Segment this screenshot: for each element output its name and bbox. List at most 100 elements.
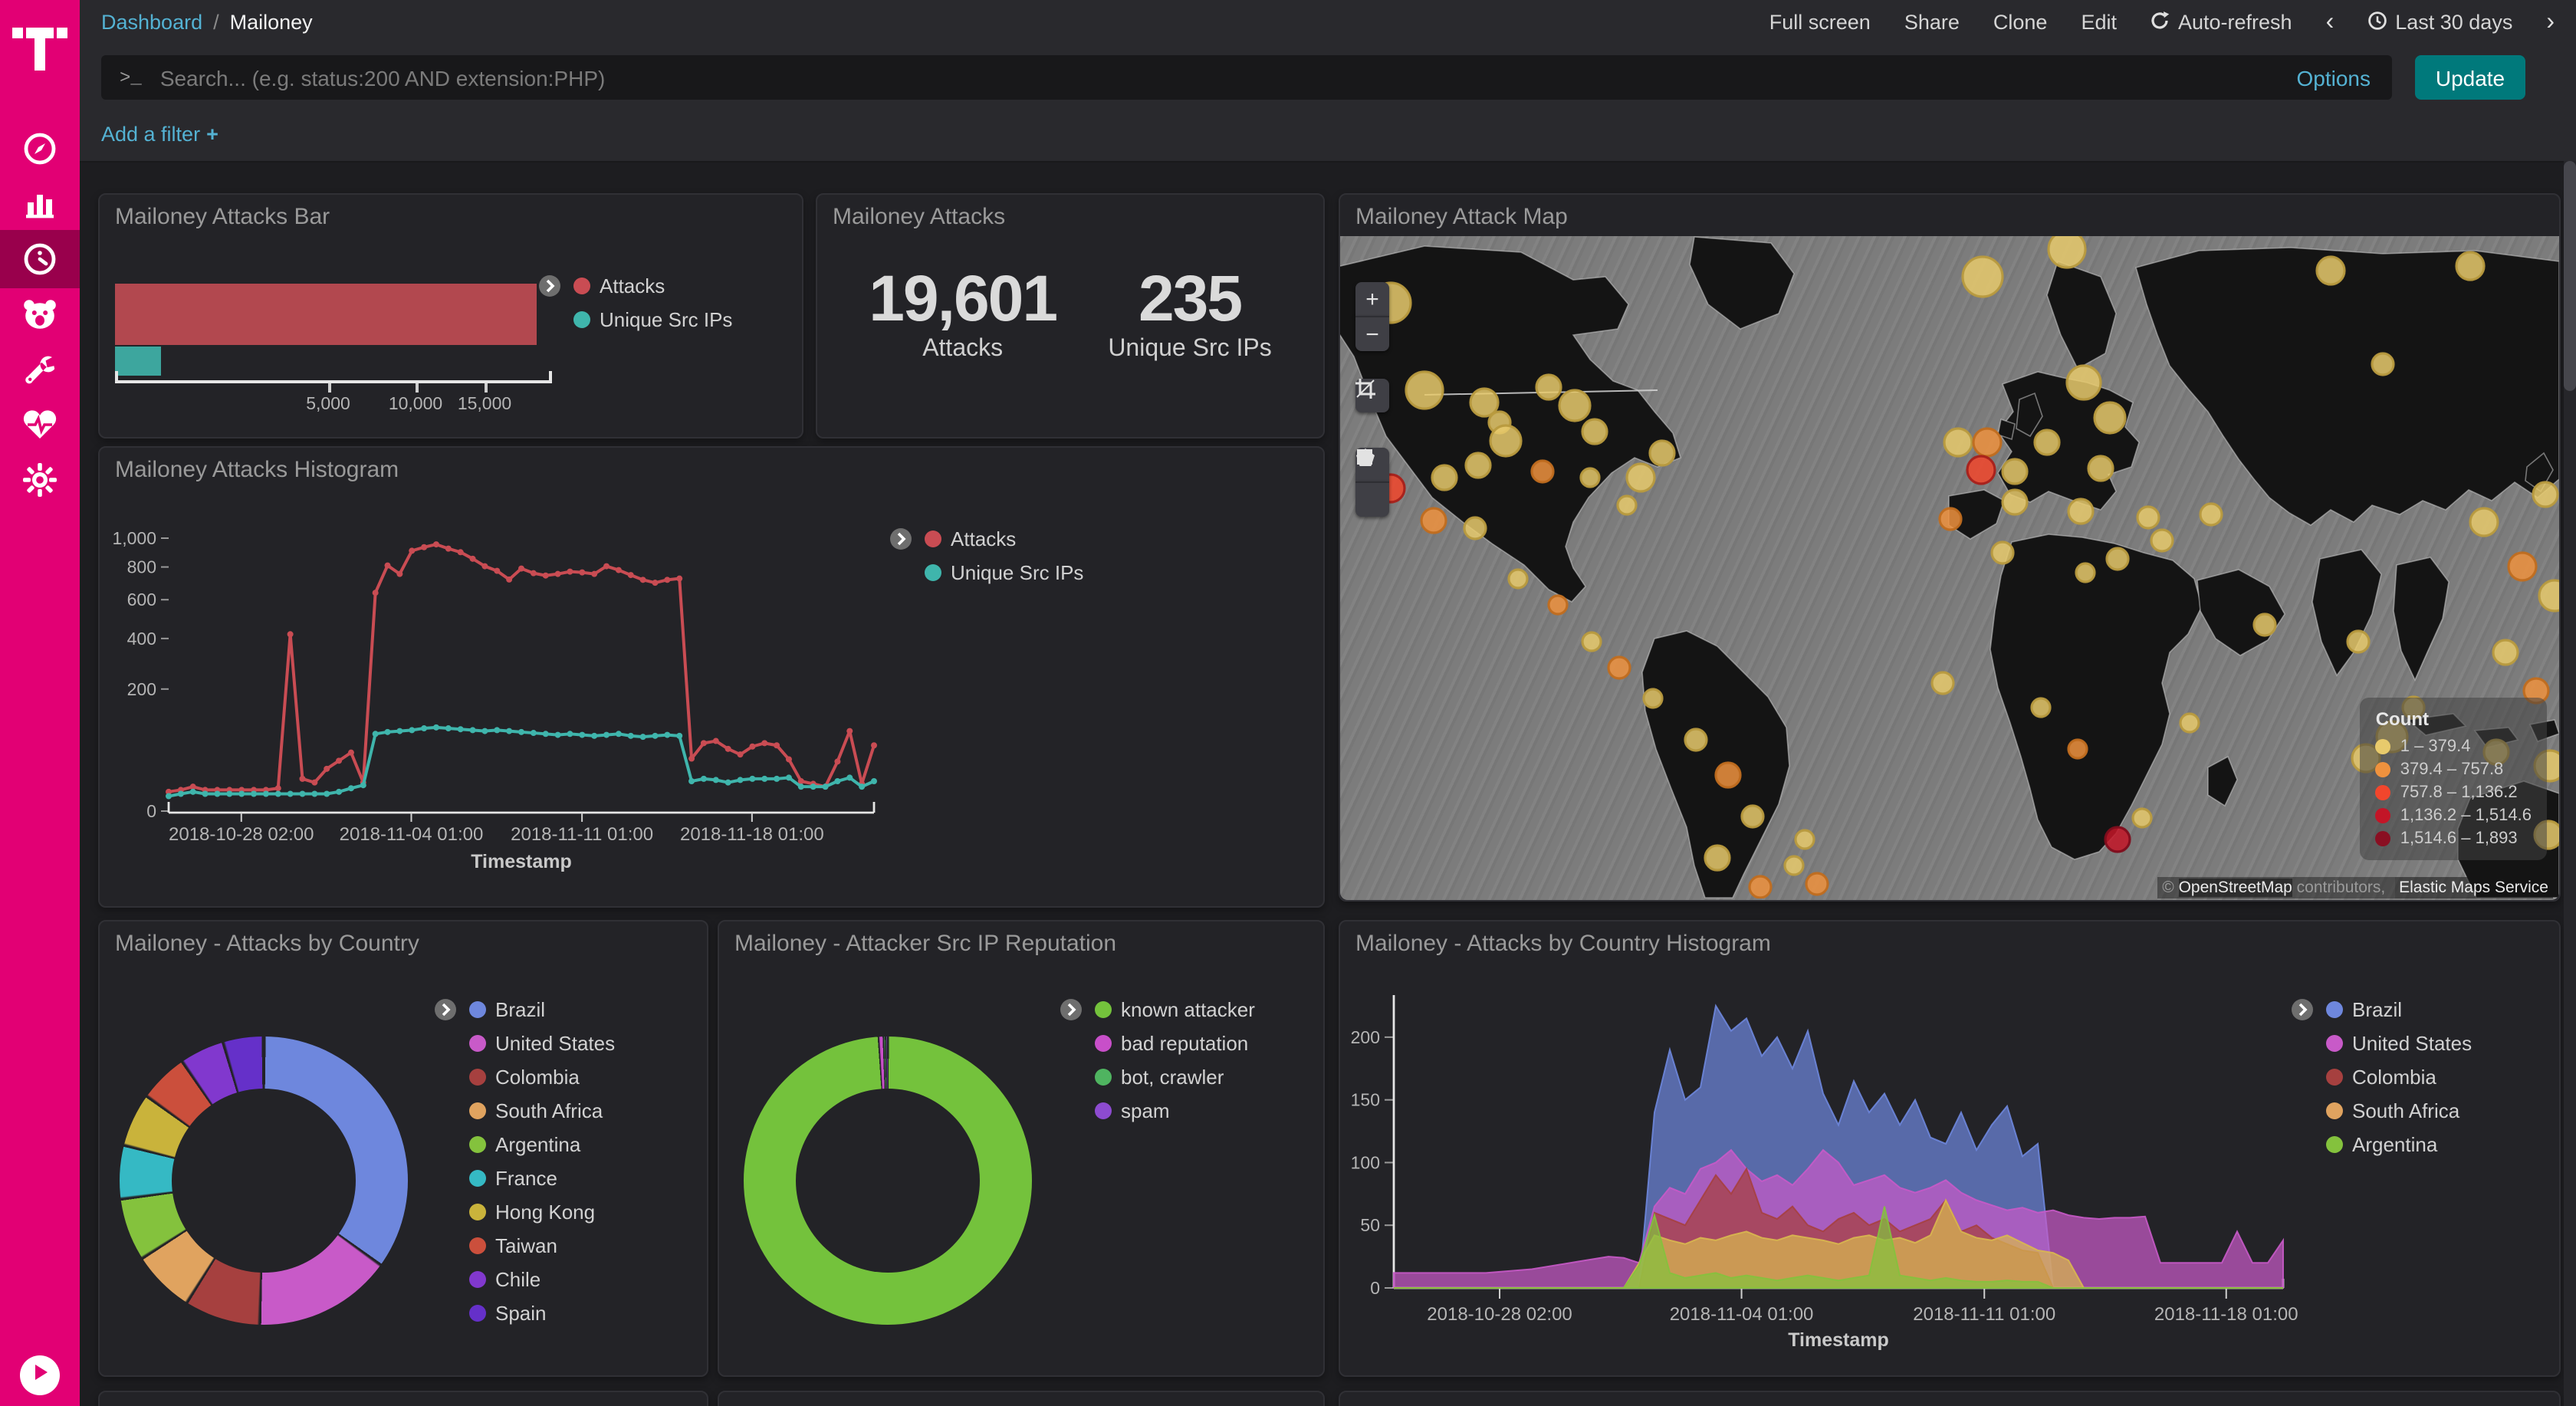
attack-point[interactable] xyxy=(2087,455,2114,482)
attack-point[interactable] xyxy=(1966,455,1996,485)
attack-point[interactable] xyxy=(1943,427,1973,458)
legend-item[interactable]: Unique Src IPs xyxy=(573,308,732,331)
legend-item[interactable]: Hong Kong xyxy=(469,1201,615,1224)
attack-point[interactable] xyxy=(1579,467,1601,488)
update-button[interactable]: Update xyxy=(2415,55,2525,100)
query-options-link[interactable]: Options xyxy=(2296,65,2371,90)
legend-item[interactable]: Argentina xyxy=(469,1133,615,1156)
attack-point[interactable] xyxy=(1805,872,1829,896)
attack-point[interactable] xyxy=(1607,655,1631,680)
clone-button[interactable]: Clone xyxy=(1993,11,2048,34)
crop-tool-button[interactable] xyxy=(1355,379,1389,412)
telekom-logo[interactable] xyxy=(12,15,67,74)
attack-point[interactable] xyxy=(2507,551,2538,582)
attack-point[interactable] xyxy=(1463,516,1487,540)
legend-item[interactable]: United States xyxy=(2326,1032,2472,1055)
attack-point[interactable] xyxy=(2065,364,2102,401)
attack-point[interactable] xyxy=(2371,352,2395,376)
reputation-donut-chart[interactable] xyxy=(744,1036,1032,1325)
attack-point[interactable] xyxy=(1938,507,1963,531)
legend-item[interactable]: Chile xyxy=(469,1268,615,1291)
attack-point[interactable] xyxy=(1489,424,1523,458)
fullscreen-button[interactable]: Full screen xyxy=(1769,11,1871,34)
attack-point[interactable] xyxy=(2492,639,2519,666)
attack-point[interactable] xyxy=(1642,688,1664,709)
legend-item[interactable]: Attacks xyxy=(573,274,732,297)
legend-item[interactable]: Brazil xyxy=(2326,998,2472,1021)
sidebar-item-visualize[interactable] xyxy=(0,175,80,233)
legend-toggle-icon[interactable] xyxy=(1060,998,1083,1122)
attack-point[interactable] xyxy=(2105,547,2130,571)
attack-point[interactable] xyxy=(2346,629,2371,654)
country-donut-chart[interactable] xyxy=(120,1036,408,1325)
attack-point[interactable] xyxy=(2001,488,2029,516)
attack-point[interactable] xyxy=(1684,728,1708,752)
legend-item[interactable]: Taiwan xyxy=(469,1234,615,1257)
attack-point[interactable] xyxy=(1990,540,2015,565)
elastic-maps-service-link[interactable]: Elastic Maps Service xyxy=(2394,877,2553,898)
attack-point[interactable] xyxy=(1748,875,1773,898)
world-map[interactable]: + − Count 1 – 379.4 379.4 – 757.8 757.8 – … xyxy=(1340,236,2559,900)
attack-point[interactable] xyxy=(2469,507,2499,537)
legend-item[interactable]: Colombia xyxy=(2326,1066,2472,1089)
auto-refresh-button[interactable]: Auto-refresh xyxy=(2150,10,2292,34)
attack-point[interactable] xyxy=(1581,631,1602,652)
legend-item[interactable]: Argentina xyxy=(2326,1133,2472,1156)
legend-item[interactable]: Brazil xyxy=(469,998,615,1021)
legend-item[interactable]: South Africa xyxy=(2326,1099,2472,1122)
page-scrollbar-thumb[interactable] xyxy=(2564,161,2576,391)
attack-point[interactable] xyxy=(2075,562,2096,583)
sidebar-expand-button[interactable] xyxy=(20,1355,60,1395)
legend-item[interactable]: bot, crawler xyxy=(1095,1066,1255,1089)
time-next-button[interactable]: › xyxy=(2546,8,2555,34)
bar-attacks[interactable] xyxy=(115,284,537,345)
legend-toggle-icon[interactable] xyxy=(538,274,561,331)
legend-item[interactable]: Unique Src IPs xyxy=(925,561,1083,584)
sidebar-item-discover[interactable] xyxy=(0,120,80,178)
attack-point[interactable] xyxy=(1625,462,1656,493)
attack-point[interactable] xyxy=(1714,761,1742,789)
legend-item[interactable]: France xyxy=(469,1167,615,1190)
legend-item[interactable]: bad reputation xyxy=(1095,1032,1255,1055)
attack-point[interactable] xyxy=(2067,498,2095,525)
attack-point[interactable] xyxy=(1469,387,1500,418)
sidebar-item-management[interactable] xyxy=(0,451,80,509)
page-scrollbar[interactable] xyxy=(2564,161,2576,1406)
attack-point[interactable] xyxy=(2315,255,2346,286)
attack-point[interactable] xyxy=(1464,452,1492,479)
attack-point[interactable] xyxy=(1648,439,1676,467)
legend-item[interactable]: Colombia xyxy=(469,1066,615,1089)
zoom-out-button[interactable]: − xyxy=(1355,316,1389,351)
attack-point[interactable] xyxy=(1794,829,1815,850)
attack-point[interactable] xyxy=(1431,464,1458,491)
attack-point[interactable] xyxy=(1530,459,1555,484)
attack-point[interactable] xyxy=(2001,458,2029,485)
attack-point[interactable] xyxy=(1740,804,1765,829)
attack-point[interactable] xyxy=(2538,579,2559,613)
bar-unique-src-ips[interactable] xyxy=(115,347,161,376)
legend-item[interactable]: spam xyxy=(1095,1099,1255,1122)
add-filter-link[interactable]: Add a filter + xyxy=(101,123,219,146)
legend-item[interactable]: Attacks xyxy=(925,527,1083,550)
share-button[interactable]: Share xyxy=(1904,11,1960,34)
attack-point[interactable] xyxy=(1420,507,1447,534)
attack-point[interactable] xyxy=(1704,844,1731,872)
legend-toggle-icon[interactable] xyxy=(434,998,457,1325)
openstreetmap-link[interactable]: OpenStreetMap xyxy=(2178,879,2292,897)
attack-point[interactable] xyxy=(2030,697,2052,718)
sidebar-item-dashboard[interactable] xyxy=(0,230,80,288)
legend-item[interactable]: United States xyxy=(469,1032,615,1055)
search-input[interactable] xyxy=(156,64,2297,91)
edit-button[interactable]: Edit xyxy=(2081,11,2117,34)
attack-point[interactable] xyxy=(2150,528,2174,553)
sidebar-item-tpot[interactable] xyxy=(0,285,80,343)
attack-point[interactable] xyxy=(2532,481,2559,508)
attack-point[interactable] xyxy=(1616,494,1638,516)
legend-item[interactable]: South Africa xyxy=(469,1099,615,1122)
legend-item[interactable]: Spain xyxy=(469,1302,615,1325)
attack-point[interactable] xyxy=(2093,401,2127,435)
attack-point[interactable] xyxy=(1558,389,1592,422)
attack-point[interactable] xyxy=(2047,236,2087,269)
attack-point[interactable] xyxy=(1507,568,1529,590)
legend-toggle-icon[interactable] xyxy=(2291,998,2314,1156)
